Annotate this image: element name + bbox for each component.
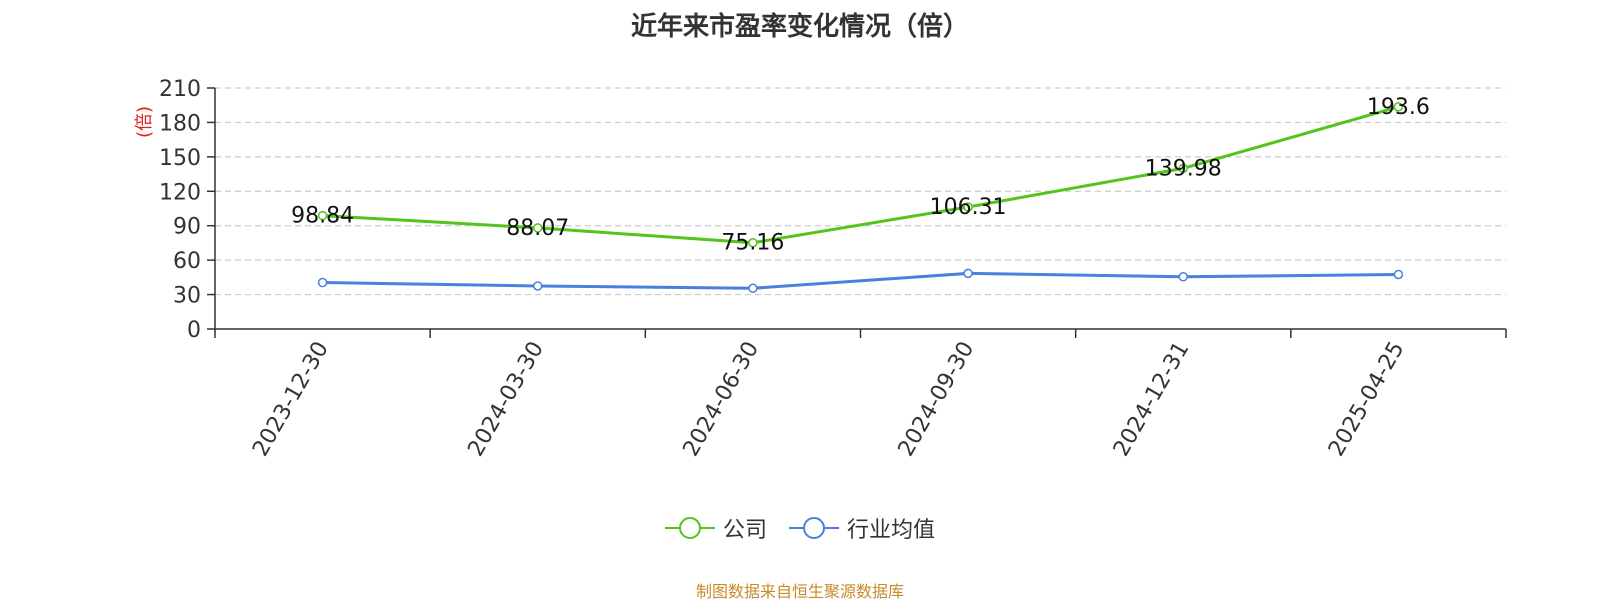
data-label: 106.31 xyxy=(930,195,1007,220)
data-point-0 xyxy=(317,210,328,221)
grid-lines xyxy=(215,87,1506,296)
data-point-0 xyxy=(533,223,543,233)
data-label: 193.6 xyxy=(1367,95,1430,120)
data-point-1 xyxy=(748,283,758,294)
y-tick-label: 30 xyxy=(173,284,201,309)
legend-company-icon xyxy=(664,517,715,539)
legend-industry-icon xyxy=(789,517,839,539)
legend-item-company[interactable]: 公司 xyxy=(664,512,767,544)
data-point-0 xyxy=(748,237,758,248)
data-point-1 xyxy=(1178,272,1188,282)
series-line-1 xyxy=(322,271,1399,290)
y-tick-label: 0 xyxy=(187,318,201,343)
x-tick-label: 2025-04-25 xyxy=(1324,338,1410,461)
y-tick-label: 180 xyxy=(159,111,201,136)
data-label: 88.07 xyxy=(506,216,569,241)
data-label: 98.84 xyxy=(291,204,354,229)
data-label: 139.98 xyxy=(1145,156,1222,181)
x-tick-label: 2024-03-30 xyxy=(463,338,549,461)
data-point-1 xyxy=(533,281,543,291)
legend: 公司 行业均值 xyxy=(0,512,1600,544)
data-point-0 xyxy=(1393,102,1404,112)
legend-industry-label: 行业均值 xyxy=(847,518,936,543)
series-line-0 xyxy=(322,105,1399,245)
data-point-0 xyxy=(1178,163,1188,174)
source-note: 制图数据来自恒生聚源数据库 xyxy=(695,582,904,601)
data-label: 75.16 xyxy=(721,231,784,256)
x-tick-label: 2023-12-30 xyxy=(248,338,334,461)
series-layer xyxy=(317,102,1404,294)
x-tick-label: 2024-06-30 xyxy=(679,338,765,461)
data-labels: 98.84 88.07 75.16 106.31 139.98 193.6 xyxy=(291,95,1430,256)
x-tick-label: 2024-12-31 xyxy=(1109,338,1195,461)
y-tick-label: 60 xyxy=(173,249,201,274)
y-tick-label: 150 xyxy=(159,146,201,171)
data-point-0 xyxy=(963,202,973,212)
y-tick-label: 90 xyxy=(173,215,201,240)
data-point-1 xyxy=(317,277,328,288)
data-point-1 xyxy=(1393,269,1404,280)
y-tick-label: 120 xyxy=(159,180,201,205)
x-tick-label: 2024-09-30 xyxy=(894,338,980,461)
legend-item-industry[interactable]: 行业均值 xyxy=(789,512,935,544)
chart-title: 近年来市盈率变化情况（倍） xyxy=(630,12,969,42)
legend-company-label: 公司 xyxy=(722,518,767,543)
data-point-1 xyxy=(963,268,973,279)
y-tick-label: 210 xyxy=(159,77,201,102)
y-axis-label: (倍) xyxy=(134,106,155,138)
